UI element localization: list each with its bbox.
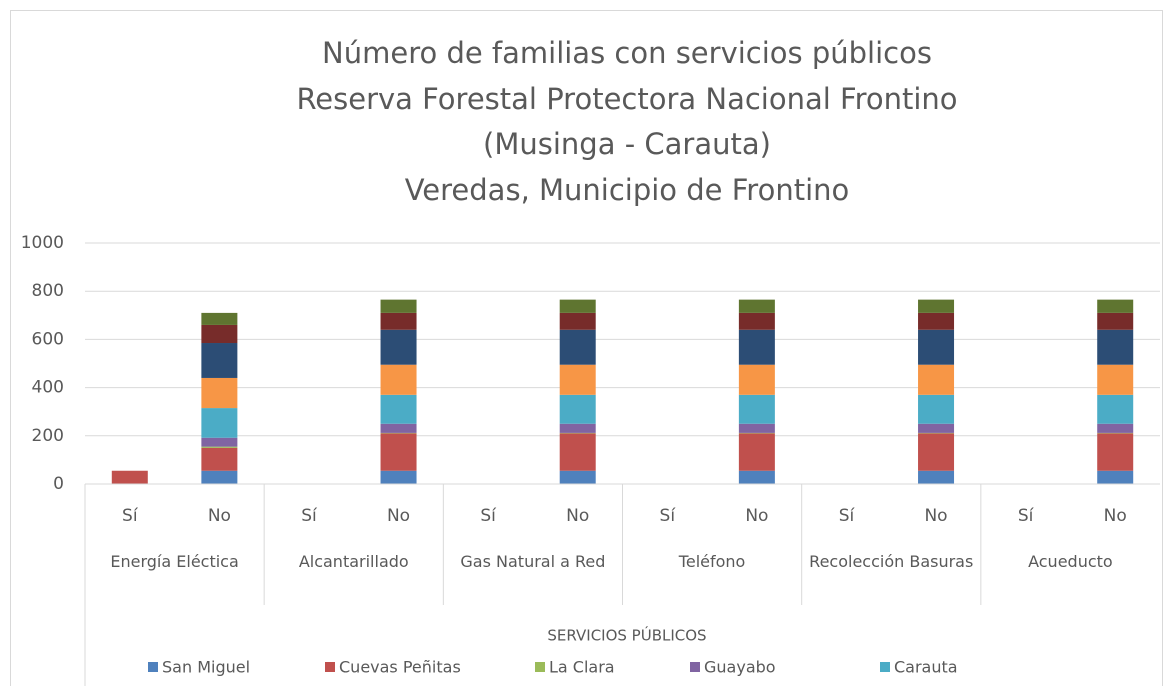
bar-segment (201, 324, 238, 344)
bar-segment (380, 364, 417, 395)
bar-segment (1097, 423, 1134, 433)
bar-segment (380, 433, 417, 471)
bar-segment (201, 408, 238, 438)
bar-segment (380, 299, 417, 313)
legend-swatch (880, 662, 890, 672)
bar-segment (201, 470, 238, 484)
x-tick-label: No (208, 506, 231, 526)
bar-segment (201, 447, 238, 471)
bar-segment (559, 423, 596, 433)
group-label: Acueducto (1028, 552, 1113, 571)
bar-segment (738, 470, 775, 484)
x-tick-label: Sí (660, 506, 677, 526)
bar-segment (738, 312, 775, 330)
x-tick-label: Sí (1018, 506, 1035, 526)
y-tick-label: 1000 (21, 233, 64, 253)
bar-segment (559, 433, 596, 471)
legend-swatch (148, 662, 158, 672)
bar-segment (1097, 364, 1134, 395)
bar-segment (1097, 394, 1134, 424)
chart-title: Reserva Forestal Protectora Nacional Fro… (296, 82, 957, 116)
group-label: Gas Natural a Red (460, 552, 606, 571)
bar-segment (738, 423, 775, 433)
chart-title: Número de familias con servicios público… (322, 36, 932, 70)
legend-label: San Miguel (162, 658, 250, 677)
x-tick-label: No (924, 506, 947, 526)
x-tick-label: No (1104, 506, 1127, 526)
group-label: Recolección Basuras (809, 552, 974, 571)
legend-swatch (535, 662, 545, 672)
bar-segment (201, 446, 238, 448)
chart-title: Veredas, Municipio de Frontino (405, 173, 850, 207)
group-label: Teléfono (678, 552, 746, 571)
bar-segment (918, 312, 955, 330)
bar-segment (918, 470, 955, 484)
chart-border (10, 10, 1163, 686)
x-tick-label: No (566, 506, 589, 526)
y-tick-label: 800 (32, 281, 64, 301)
y-tick-label: 400 (32, 378, 64, 398)
bar-segment (201, 343, 238, 378)
legend-swatch (690, 662, 700, 672)
bar-segment (559, 394, 596, 424)
bar-segment (918, 329, 955, 365)
bar-segment (559, 329, 596, 365)
bar-segment (380, 470, 417, 484)
bar-segment (380, 394, 417, 424)
bar-segment (201, 437, 238, 447)
x-axis-title: SERVICIOS PÚBLICOS (547, 626, 706, 645)
x-tick-label: Sí (480, 506, 497, 526)
bar-segment (738, 433, 775, 471)
bar-segment (380, 329, 417, 365)
x-tick-label: Sí (301, 506, 318, 526)
bar-segment (738, 364, 775, 395)
bar-segment (1097, 470, 1134, 484)
bar-segment (380, 423, 417, 433)
bar-segment (918, 433, 955, 471)
bar-segment (918, 394, 955, 424)
bar-segment (1097, 329, 1134, 365)
bar-segment (559, 364, 596, 395)
legend-swatch (325, 662, 335, 672)
x-tick-label: No (745, 506, 768, 526)
bar-segment (201, 377, 238, 409)
x-tick-label: Sí (839, 506, 856, 526)
legend-label: Cuevas Peñitas (339, 658, 461, 677)
bar-segment (111, 470, 148, 484)
legend-label: Carauta (894, 658, 958, 677)
legend-label: Guayabo (704, 658, 776, 677)
bar-segment (918, 299, 955, 313)
bar-segment (380, 312, 417, 330)
x-tick-label: Sí (122, 506, 139, 526)
chart-title: (Musinga - Carauta) (483, 127, 771, 161)
y-tick-label: 600 (32, 329, 64, 349)
x-tick-label: No (387, 506, 410, 526)
group-label: Energía Eléctica (110, 552, 239, 571)
group-label: Alcantarillado (298, 552, 409, 571)
bar-segment (1097, 312, 1134, 330)
y-tick-label: 200 (32, 426, 64, 446)
bar-segment (1097, 299, 1134, 313)
bar-segment (738, 299, 775, 313)
y-tick-label: 0 (53, 474, 64, 494)
bar-segment (738, 329, 775, 365)
bar-segment (559, 312, 596, 330)
bar-segment (738, 394, 775, 424)
bar-segment (559, 470, 596, 484)
bar-segment (201, 312, 238, 325)
bar-segment (918, 364, 955, 395)
legend-label: La Clara (549, 658, 615, 677)
bar-segment (559, 299, 596, 313)
bar-segment (918, 423, 955, 433)
bar-segment (1097, 433, 1134, 471)
